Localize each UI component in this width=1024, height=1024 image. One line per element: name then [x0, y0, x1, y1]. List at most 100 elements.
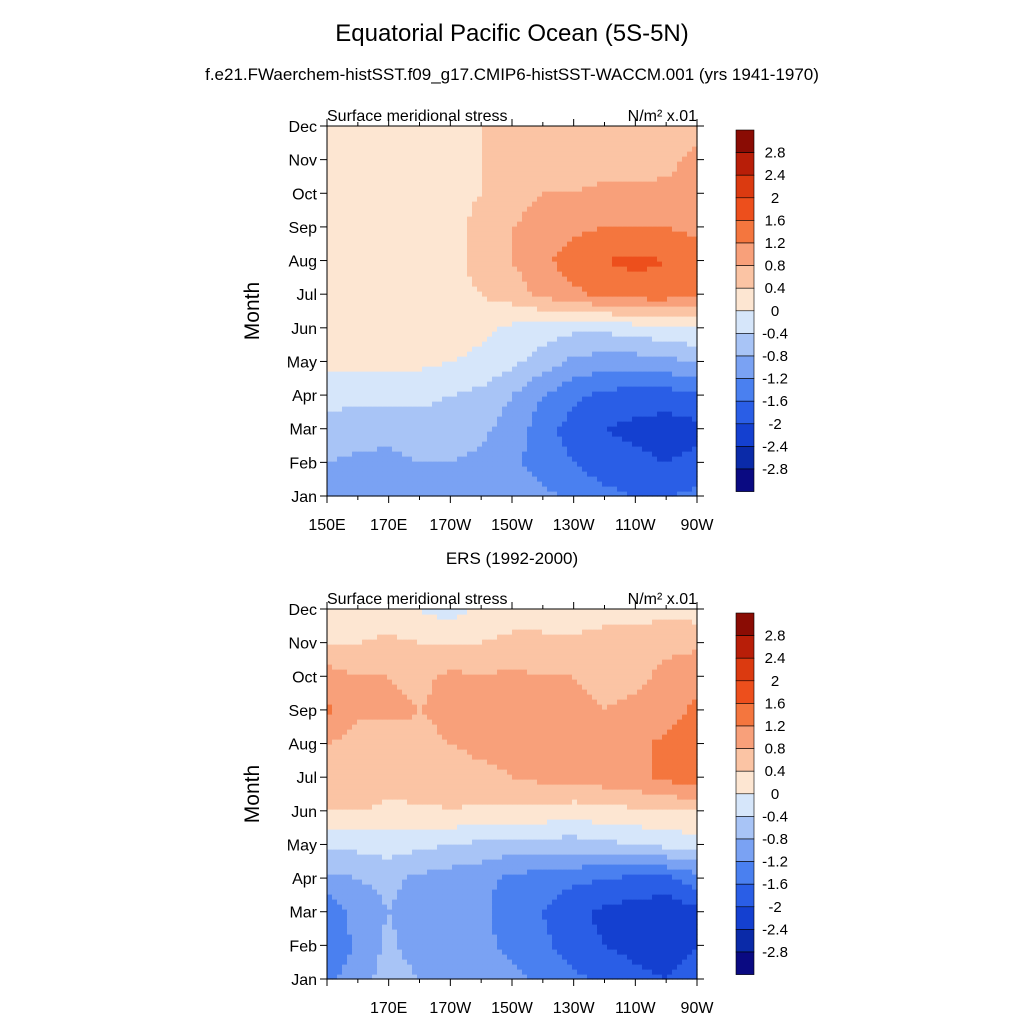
- contour-cell: [342, 301, 348, 307]
- contour-cell: [487, 271, 493, 277]
- contour-cell: [412, 381, 418, 387]
- contour-cell: [452, 311, 458, 317]
- contour-cell: [357, 186, 363, 192]
- contour-cell: [367, 476, 373, 482]
- contour-cell: [347, 396, 353, 402]
- contour-cell: [497, 336, 503, 342]
- contour-cell: [567, 381, 573, 387]
- contour-cell: [637, 446, 643, 452]
- contour-cell: [417, 256, 423, 262]
- contour-cell: [522, 446, 528, 452]
- contour-cell: [527, 256, 533, 262]
- contour-cell: [602, 466, 608, 472]
- contour-cell: [582, 271, 588, 277]
- contour-cell: [402, 336, 408, 342]
- contour-cell: [492, 311, 498, 317]
- contour-cell: [462, 331, 468, 337]
- contour-cell: [577, 381, 583, 387]
- contour-cell: [672, 201, 678, 207]
- contour-cell: [557, 201, 563, 207]
- contour-cell: [577, 271, 583, 277]
- contour-cell: [517, 256, 523, 262]
- contour-cell: [672, 416, 678, 422]
- contour-cell: [637, 296, 643, 302]
- contour-cell: [612, 416, 618, 422]
- contour-cell: [662, 181, 668, 187]
- contour-cell: [352, 326, 358, 332]
- contour-cell: [592, 411, 598, 417]
- contour-cell: [477, 421, 483, 427]
- contour-cell: [477, 486, 483, 492]
- contour-cell: [382, 311, 388, 317]
- contour-cell: [602, 196, 608, 202]
- contour-cell: [457, 406, 463, 412]
- contour-cell: [627, 491, 633, 497]
- contour-cell: [652, 376, 658, 382]
- contour-cell: [677, 296, 683, 302]
- contour-cell: [517, 326, 523, 332]
- contour-cell: [667, 251, 673, 257]
- contour-cell: [337, 216, 343, 222]
- contour-cell: [477, 316, 483, 322]
- contour-cell: [567, 186, 573, 192]
- contour-cell: [542, 376, 548, 382]
- contour-cell: [542, 361, 548, 367]
- contour-cell: [377, 461, 383, 467]
- contour-cell: [387, 321, 393, 327]
- contour-cell: [597, 331, 603, 337]
- contour-cell: [472, 466, 478, 472]
- contour-cell: [577, 346, 583, 352]
- contour-cell: [392, 481, 398, 487]
- contour-cell: [672, 221, 678, 227]
- contour-cell: [562, 231, 568, 237]
- contour-cell: [647, 181, 653, 187]
- contour-cell: [502, 226, 508, 232]
- contour-cell: [352, 211, 358, 217]
- contour-cell: [667, 196, 673, 202]
- contour-cell: [632, 326, 638, 332]
- contour-cell: [537, 321, 543, 327]
- contour-cell: [417, 336, 423, 342]
- contour-cell: [642, 346, 648, 352]
- contour-cell: [667, 336, 673, 342]
- contour-cell: [342, 436, 348, 442]
- contour-cell: [602, 281, 608, 287]
- contour-cell: [627, 376, 633, 382]
- contour-cell: [507, 201, 513, 207]
- contour-cell: [467, 291, 473, 297]
- contour-cell: [502, 426, 508, 432]
- contour-cell: [362, 481, 368, 487]
- contour-cell: [622, 471, 628, 477]
- contour-cell: [557, 341, 563, 347]
- contour-cell: [687, 241, 693, 247]
- contour-cell: [387, 386, 393, 392]
- contour-cell: [412, 206, 418, 212]
- contour-cell: [437, 351, 443, 357]
- contour-cell: [347, 176, 353, 182]
- contour-cell: [652, 406, 658, 412]
- contour-cell: [437, 281, 443, 287]
- contour-cell: [457, 336, 463, 342]
- contour-cell: [477, 311, 483, 317]
- contour-cell: [387, 381, 393, 387]
- contour-cell: [342, 161, 348, 167]
- contour-cell: [352, 356, 358, 362]
- contour-cell: [452, 396, 458, 402]
- contour-cell: [392, 186, 398, 192]
- contour-cell: [332, 276, 338, 282]
- contour-cell: [687, 406, 693, 412]
- contour-cell: [627, 226, 633, 232]
- contour-cell: [327, 381, 333, 387]
- contour-cell: [472, 296, 478, 302]
- contour-cell: [417, 406, 423, 412]
- contour-cell: [632, 456, 638, 462]
- contour-cell: [592, 246, 598, 252]
- contour-cell: [327, 366, 333, 372]
- contour-cell: [542, 401, 548, 407]
- contour-cell: [492, 441, 498, 447]
- contour-cell: [567, 276, 573, 282]
- contour-cell: [417, 236, 423, 242]
- contour-cell: [507, 231, 513, 237]
- contour-cell: [607, 331, 613, 337]
- contour-cell: [432, 331, 438, 337]
